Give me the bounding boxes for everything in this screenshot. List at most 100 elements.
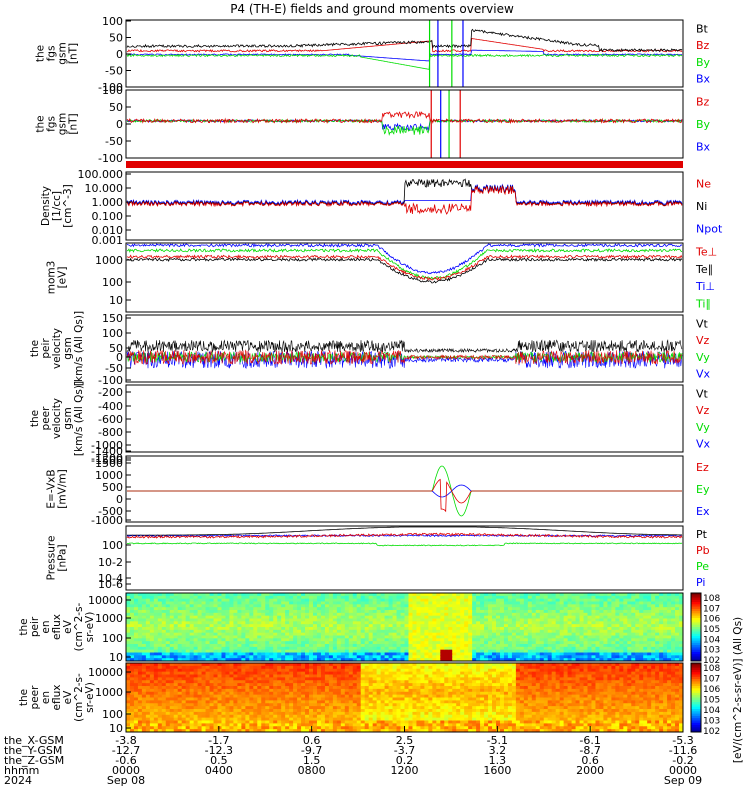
- electron-spectrogram-cell: [269, 697, 274, 701]
- ion-spectrogram-cell: [507, 615, 513, 619]
- ion-spectrogram-cell: [555, 610, 561, 614]
- ion-spectrogram-cell: [189, 593, 195, 597]
- ion-spectrogram-cell: [607, 598, 612, 602]
- ion-spectrogram-cell: [177, 621, 183, 625]
- ion-spectrogram-cell: [444, 638, 449, 642]
- ion-spectrogram-cell: [344, 641, 350, 645]
- ion-spectrogram-cell: [356, 621, 362, 625]
- ion-spectrogram-cell: [511, 601, 517, 605]
- ion-spectrogram-cell: [157, 635, 163, 639]
- ion-spectrogram-cell: [503, 644, 509, 648]
- ion-spectrogram-cell: [352, 598, 358, 602]
- ion-spectrogram-cell: [563, 618, 569, 622]
- electron-spectrogram-cell: [253, 683, 258, 687]
- ion-spectrogram-cell: [265, 641, 270, 645]
- ion-spectrogram-cell: [639, 655, 644, 659]
- ion-spectrogram-cell: [460, 635, 465, 639]
- ion-spectrogram-cell: [249, 621, 254, 625]
- ion-spectrogram-cell: [464, 644, 469, 648]
- electron-spectrogram-cell: [197, 691, 203, 696]
- ion-spectrogram-cell: [233, 632, 238, 636]
- ion-spectrogram-cell: [428, 615, 433, 619]
- ion-spectrogram-cell: [396, 607, 402, 611]
- electron-spectrogram-cell: [201, 686, 207, 690]
- ion-spectrogram-cell: [452, 612, 457, 617]
- ion-spectrogram-cell: [575, 644, 581, 648]
- ion-spectrogram-cell: [245, 607, 250, 611]
- ion-spectrogram-cell: [133, 652, 139, 656]
- ion-spectrogram-cell: [468, 595, 473, 600]
- ion-spectrogram-cell: [428, 638, 433, 642]
- ion-spectrogram-cell: [643, 624, 648, 628]
- electron-spectrogram-cell: [285, 686, 290, 690]
- ion-spectrogram-cell: [603, 615, 608, 619]
- ion-spectrogram-cell: [492, 624, 497, 628]
- electron-spectrogram-cell: [297, 683, 302, 687]
- electron-spectrogram-cell: [245, 714, 250, 719]
- electron-spectrogram-cell: [217, 703, 222, 707]
- ion-spectrogram-cell: [265, 595, 270, 600]
- ion-spectrogram-cell: [583, 598, 589, 602]
- ion-spectrogram-cell: [384, 601, 390, 605]
- electron-spectrogram-cell: [297, 686, 302, 690]
- ion-spectrogram-cell: [511, 635, 517, 639]
- ion-spectrogram-cell: [165, 595, 171, 600]
- ion-spectrogram-cell: [671, 601, 676, 605]
- electron-spectrogram-cell: [177, 694, 183, 699]
- ion-spectrogram-cell: [587, 641, 592, 645]
- ion-spectrogram-cell: [340, 593, 346, 597]
- ion-spectrogram-cell: [655, 644, 660, 648]
- ion-spectrogram-cell: [607, 641, 612, 645]
- ion-spectrogram-cell: [169, 595, 175, 600]
- ion-spectrogram-cell: [408, 635, 413, 639]
- electron-spectrogram-cell: [217, 668, 222, 673]
- ion-spectrogram-cell: [551, 598, 557, 602]
- ion-spectrogram-cell: [261, 604, 266, 608]
- electron-spectrogram-cell: [245, 668, 250, 673]
- ion-spectrogram-cell: [567, 621, 573, 625]
- electron-spectrogram-cell: [376, 703, 382, 707]
- ion-spectrogram-cell: [635, 652, 640, 656]
- ion-spectrogram-cell: [281, 598, 286, 602]
- ion-spectrogram-cell: [499, 593, 505, 597]
- ion-spectrogram-cell: [400, 649, 405, 653]
- ion-spectrogram-cell: [627, 593, 632, 597]
- electron-spectrogram-cell: [281, 711, 286, 716]
- ion-spectrogram-cell: [531, 655, 537, 659]
- ion-spectrogram-cell: [440, 629, 445, 634]
- electron-spectrogram-cell: [348, 706, 354, 710]
- electron-spectrogram-cell: [297, 665, 302, 670]
- ion-spectrogram-cell: [619, 601, 624, 605]
- electron-spectrogram-cell: [177, 700, 183, 704]
- electron-spectrogram-cell: [269, 683, 274, 687]
- electron-spectrogram-cell: [217, 714, 222, 719]
- electron-spectrogram-cell: [149, 680, 155, 684]
- ion-spectrogram-cell: [392, 627, 398, 631]
- ion-spectrogram-cell: [209, 593, 215, 597]
- ion-spectrogram-cell: [173, 641, 179, 645]
- electron-spectrogram-cell: [237, 694, 242, 699]
- ion-spectrogram-cell: [492, 655, 497, 659]
- ion-spectrogram-cell: [368, 595, 374, 600]
- ion-spectrogram-cell: [507, 646, 513, 651]
- electron-spectrogram-cell: [177, 691, 183, 696]
- ion-spectrogram-cell: [579, 646, 585, 651]
- ion-spectrogram-cell: [305, 618, 310, 622]
- ion-spectrogram-cell: [360, 658, 366, 662]
- ion-spectrogram-cell: [328, 649, 334, 653]
- ion-spectrogram-cell: [440, 646, 445, 651]
- ion-spectrogram-cell: [499, 621, 505, 625]
- electron-spectrogram-cell: [209, 677, 215, 681]
- ion-spectrogram-cell: [623, 641, 628, 645]
- ion-spectrogram-cell: [372, 632, 378, 636]
- ion-spectrogram-cell: [400, 601, 405, 605]
- ion-spectrogram-cell: [253, 615, 258, 619]
- ion-spectrogram-cell: [595, 624, 600, 628]
- ion-spectrogram-cell: [364, 621, 370, 625]
- ion-spectrogram-cell: [559, 649, 565, 653]
- electron-spectrogram-cell: [364, 726, 370, 730]
- ion-spectrogram-cell: [587, 593, 592, 597]
- ion-spectrogram-cell: [205, 601, 211, 605]
- ion-spectrogram-cell: [655, 649, 660, 653]
- ion-spectrogram-cell: [269, 621, 274, 625]
